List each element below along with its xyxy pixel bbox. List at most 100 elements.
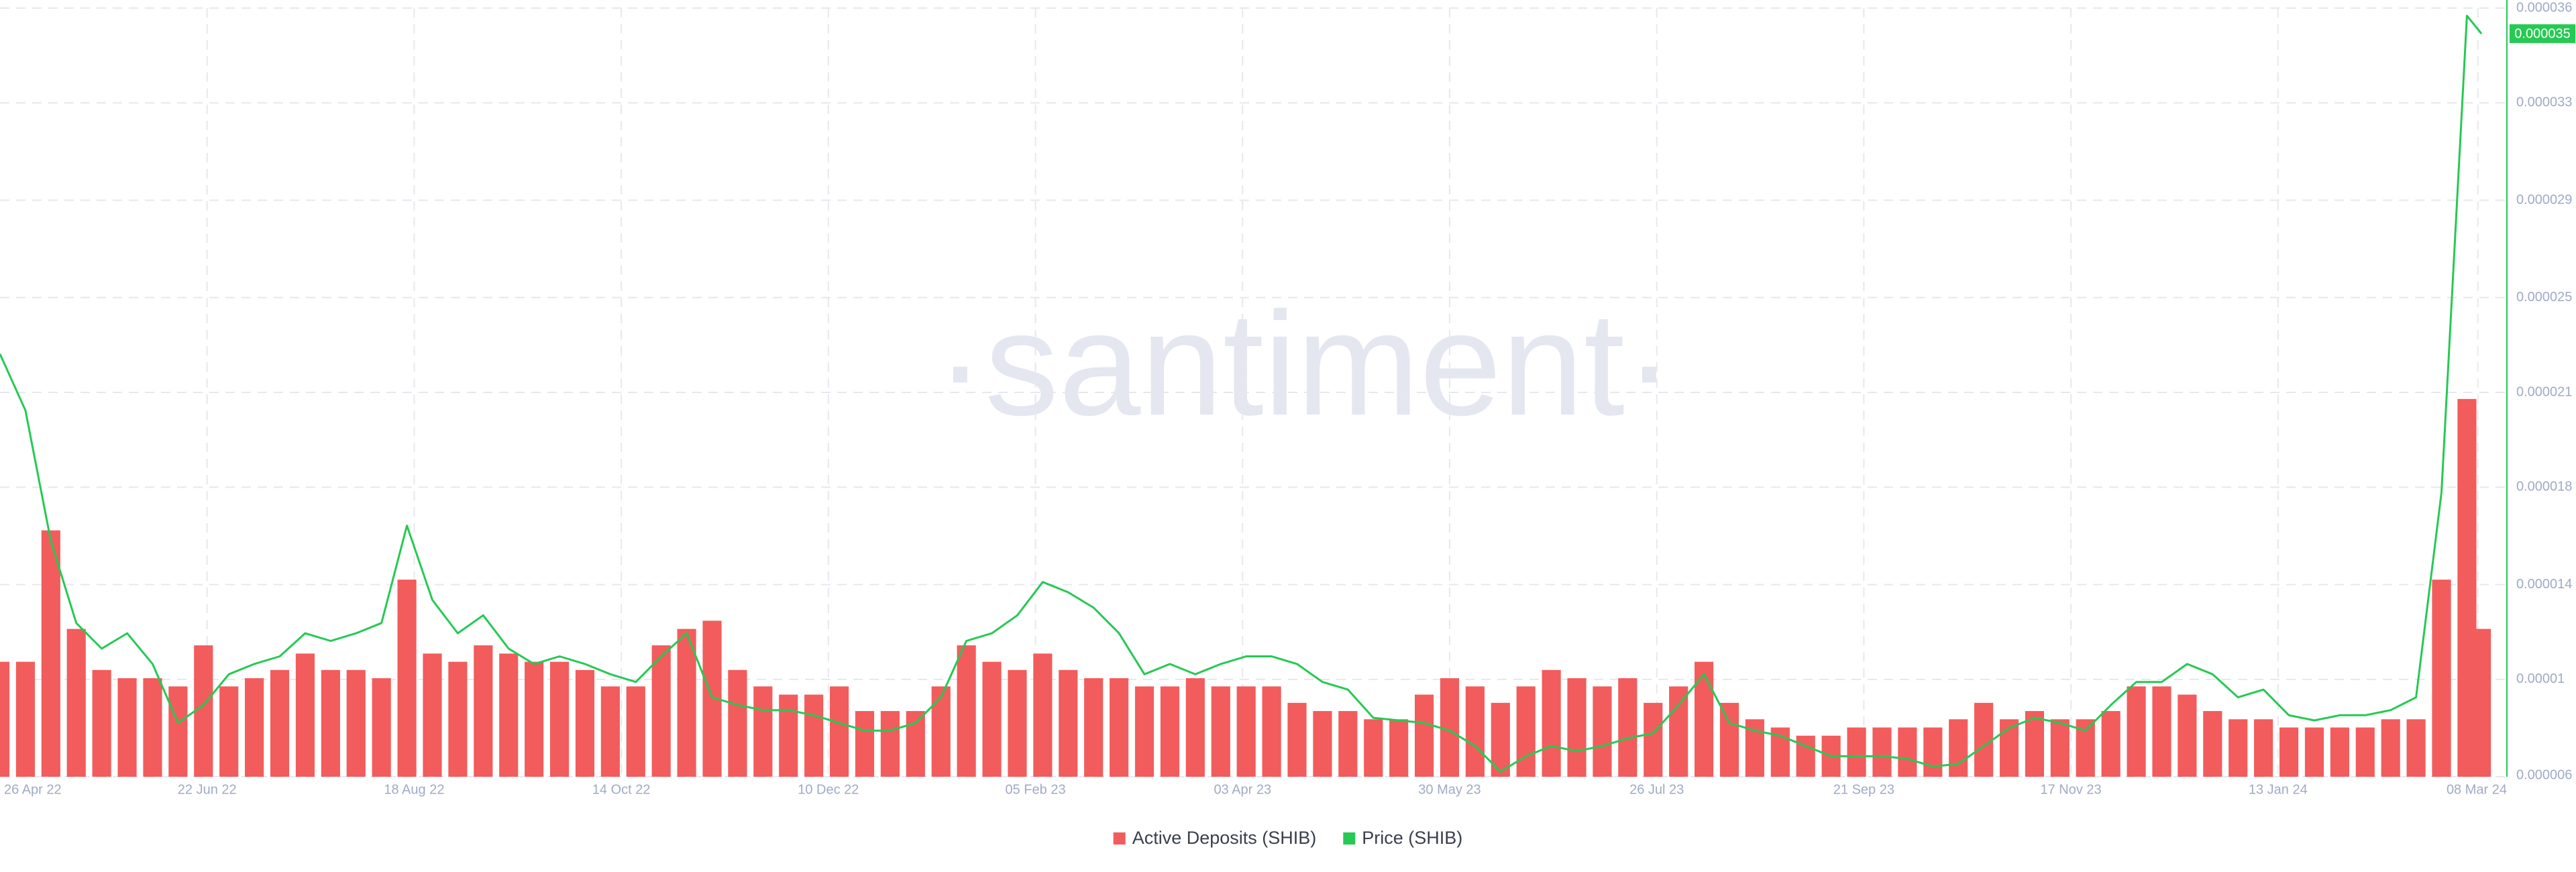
bar [779,694,798,777]
bar [2330,727,2349,777]
bar [448,661,468,777]
bar [1414,694,1434,777]
bar [1593,686,1612,777]
bar [753,686,773,777]
bar [2432,580,2451,777]
bar [372,678,391,777]
bar [0,661,10,777]
bar [1542,669,1561,777]
x-tick-label: 21 Sep 23 [1833,782,1894,797]
bar [66,629,86,777]
bar [2472,629,2491,777]
bar [15,661,35,777]
bar [1364,719,1383,777]
legend-label: Price (SHIB) [1362,828,1462,848]
bar [1389,719,1409,777]
bar [2406,719,2426,777]
bar [525,661,544,777]
y-tick-label: 0.00001 [2516,671,2565,686]
bar [1872,727,1892,777]
bar [2025,711,2045,777]
bar [1287,702,1307,777]
bar [143,678,162,777]
x-tick-label: 18 Aug 22 [384,782,444,797]
x-tick-label: 05 Feb 23 [1006,782,1066,797]
x-tick-label: 14 Oct 22 [592,782,651,797]
y-tick-label: 0.000006 [2516,767,2572,782]
bar [1313,711,1332,777]
legend-label: Active Deposits (SHIB) [1132,828,1317,848]
bar [1618,678,1638,777]
bar [1262,686,1281,777]
bar [1236,686,1256,777]
bar [219,686,239,777]
bar [855,711,875,777]
bar [321,669,340,777]
bar [1059,669,1078,777]
y-tick-label: 0.000036 [2516,0,2572,15]
bar [600,686,620,777]
bar [346,669,366,777]
bar [1338,711,1358,777]
watermark: ·santiment· [936,281,1674,446]
x-tick-label: 13 Jan 24 [2249,782,2308,797]
bar [651,645,671,777]
bar [1465,686,1485,777]
bar [804,694,824,777]
bar [168,686,188,777]
bar [295,653,315,777]
bar [906,711,925,777]
bar [2254,719,2273,777]
bar [1440,678,1460,777]
bar [1110,678,1129,777]
bar [1644,702,1663,777]
bar [957,645,976,777]
bar [2229,719,2248,777]
bar [1084,678,1104,777]
bar [1847,727,1866,777]
bar [982,661,1002,777]
bar [2152,686,2171,777]
bar [194,645,213,777]
bar [2050,719,2070,777]
bar [931,686,951,777]
bar [1694,661,1714,777]
bar [397,580,417,777]
bar [2279,727,2299,777]
x-tick-label: 30 May 23 [1418,782,1481,797]
bar [423,653,442,777]
bar [1923,727,1943,777]
bar [245,678,264,777]
x-tick-label: 08 Mar 24 [2447,782,2507,797]
bar [2355,727,2375,777]
bar [474,645,493,777]
bar [1949,719,1968,777]
bar [1211,686,1230,777]
y-tick-label: 0.000021 [2516,384,2572,399]
price-line [0,15,2483,773]
bar [1669,686,1688,777]
bar [1185,678,1205,777]
bar [1008,669,1027,777]
bar [1898,727,1917,777]
bar [92,669,111,777]
bar [2101,711,2121,777]
y-tick-label: 0.000029 [2516,193,2572,207]
x-tick-label: 10 Dec 22 [798,782,859,797]
bar [549,661,570,777]
bar [1516,686,1536,777]
bar [1796,735,1815,777]
legend-swatch [1113,832,1126,844]
bar [2304,727,2324,777]
bar [499,653,519,777]
last-price-label: 0.000035 [2514,26,2570,41]
y-tick-label: 0.000025 [2516,290,2572,305]
x-tick-label: 26 Apr 22 [4,782,62,797]
bar [2178,694,2197,777]
bar [270,669,290,777]
x-tick-label: 17 Nov 23 [2041,782,2102,797]
bar [728,669,747,777]
bar [575,669,595,777]
